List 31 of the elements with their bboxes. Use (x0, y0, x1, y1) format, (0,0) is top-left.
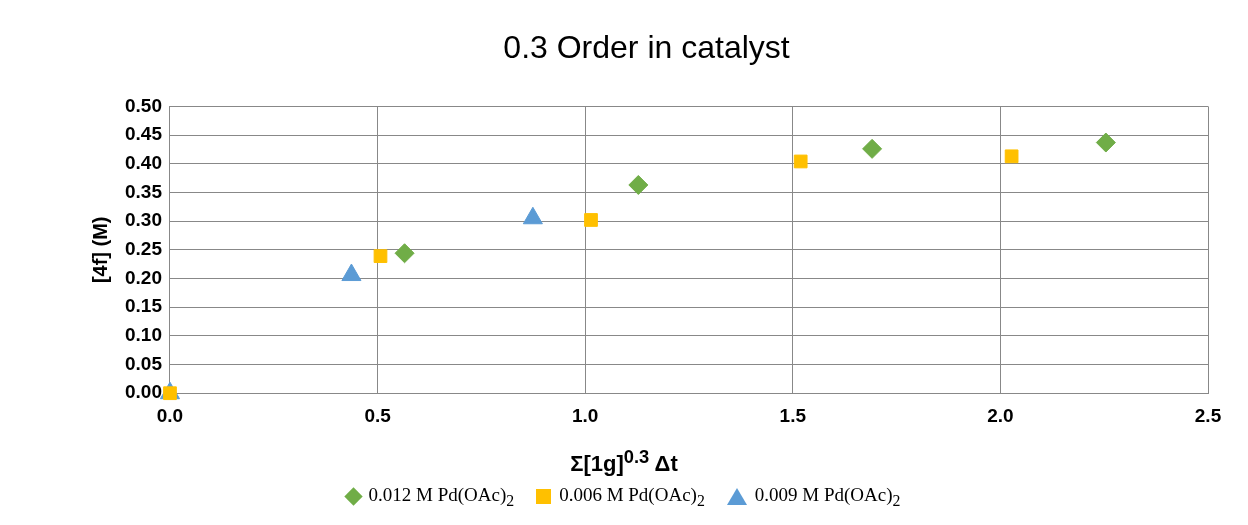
legend-label: 0.009 M Pd(OAc)$_{2}$ (754, 484, 901, 510)
y-tick-label: 0.30 (125, 209, 162, 231)
point (862, 138, 883, 159)
x-tick-label: 1.5 (779, 404, 807, 426)
point (584, 213, 598, 227)
x-tick-label: 1.0 (571, 404, 599, 426)
y-tick-label: 0.40 (125, 151, 162, 173)
y-tick-label: 0.20 (125, 266, 162, 288)
y-tick-label: 0.45 (125, 123, 163, 145)
y-tick-label: 0.25 (125, 238, 163, 260)
x-tick-label: 0.0 (156, 404, 184, 426)
legend-label: 0.012 M Pd(OAc)$_{2}$ (368, 484, 515, 510)
y-tick-label: 0.15 (125, 295, 163, 317)
y-tick-label: 0.00 (125, 381, 162, 403)
point (793, 154, 808, 169)
point (394, 243, 415, 264)
x-tick-label: 2.5 (1194, 404, 1222, 426)
y-axis-title: [4f] (M) (88, 216, 111, 284)
point (628, 174, 649, 195)
point (373, 249, 388, 263)
x-tick-label: 0.5 (364, 404, 392, 426)
point (1095, 132, 1116, 153)
point (1004, 149, 1019, 164)
y-tick-label: 0.50 (125, 94, 162, 116)
chart-title: 0.3 Order in catalyst (503, 29, 790, 66)
y-tick-label: 0.05 (125, 352, 163, 374)
x-tick-label: 2.0 (987, 404, 1014, 426)
x-axis-title: Σ[1g]$^{0.3}$ Δt (569, 446, 679, 478)
y-tick-label: 0.10 (125, 324, 162, 346)
y-tick-label: 0.35 (125, 180, 163, 202)
legend-label: 0.006 M Pd(OAc)$_{2}$ (559, 484, 705, 510)
